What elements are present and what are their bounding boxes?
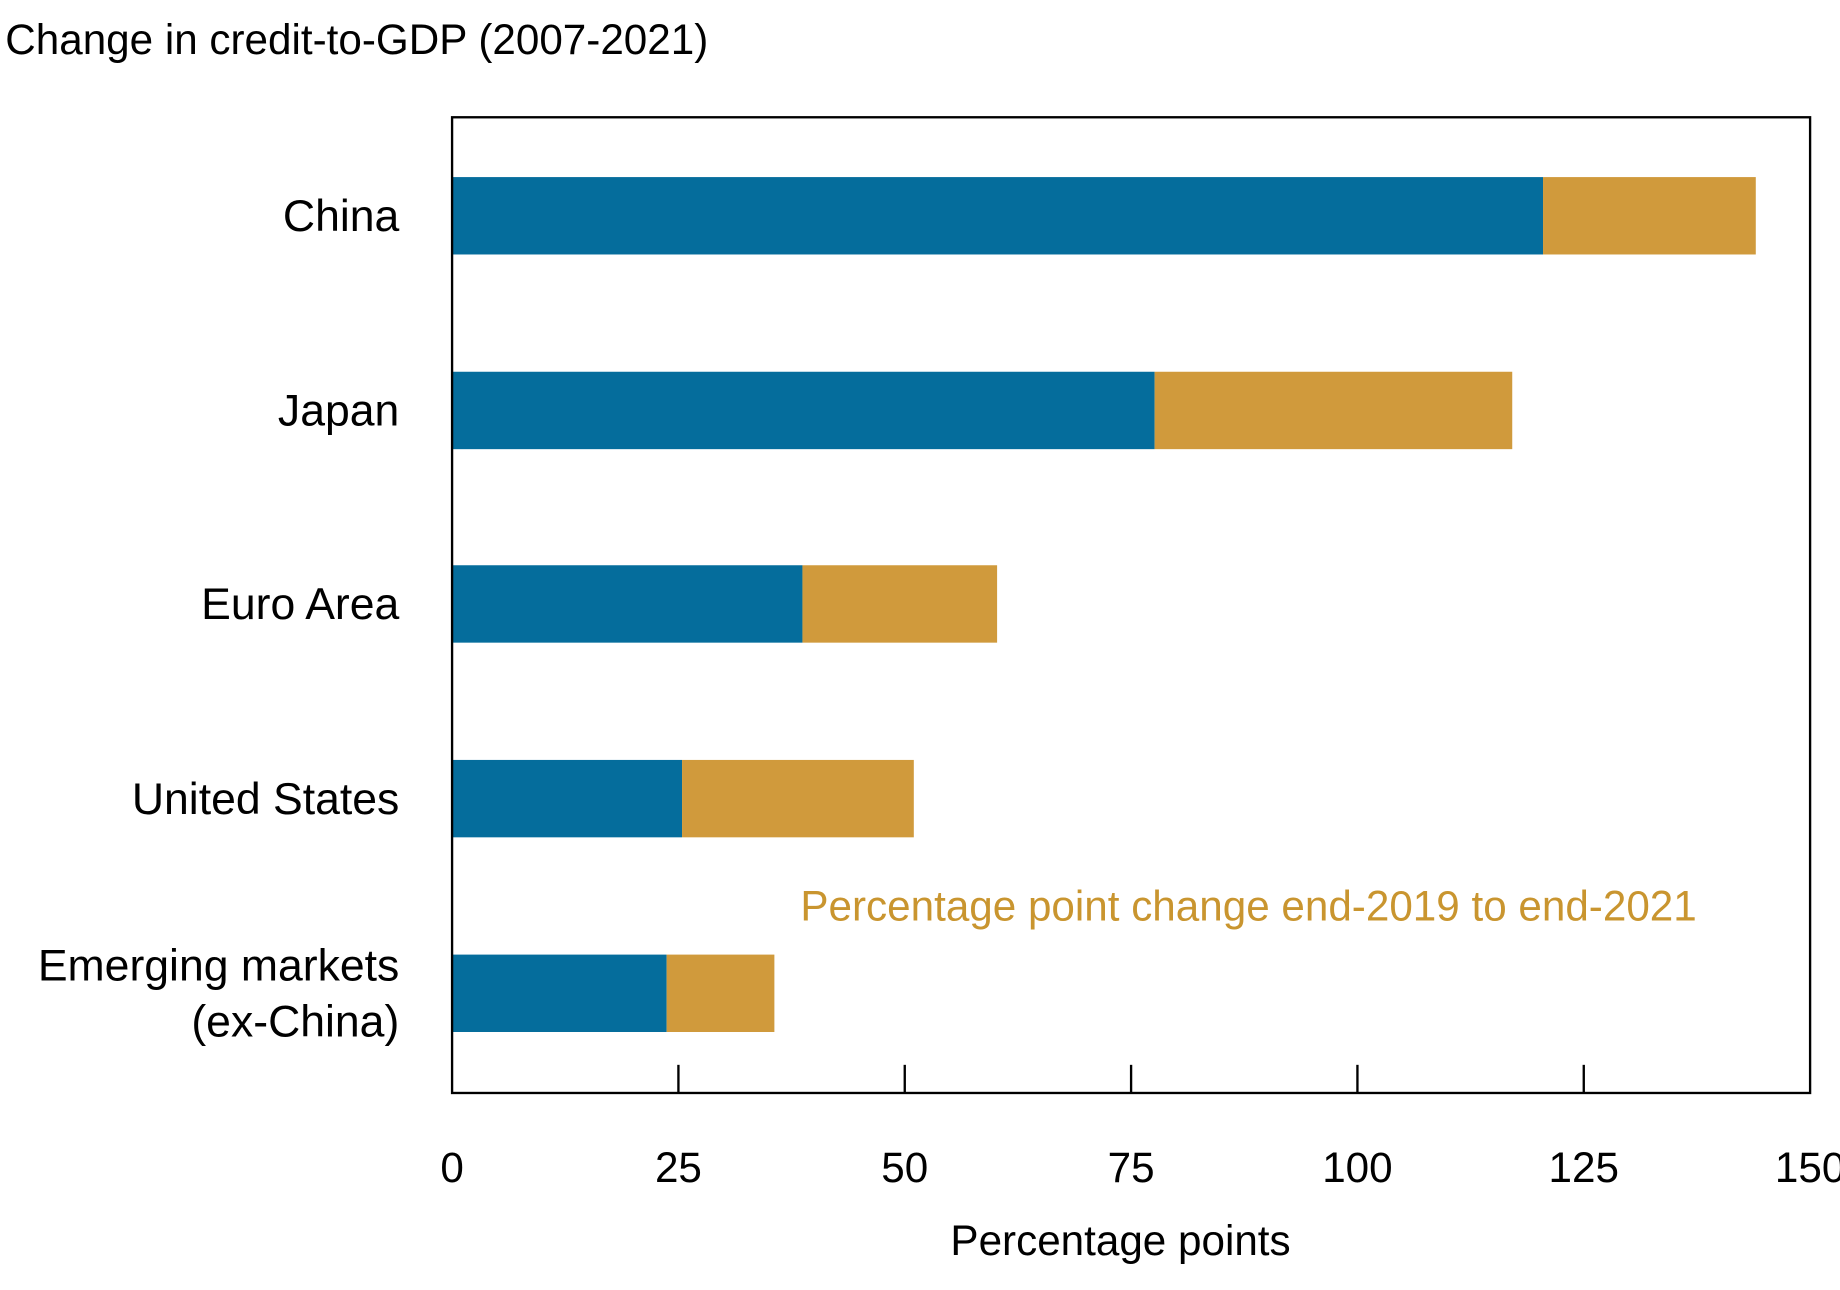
x-axis-label: Percentage points [950,1217,1290,1264]
chart-title: Change in credit-to-GDP (2007-2021) [5,16,708,63]
bar-base-3 [452,759,683,838]
category-label: (ex-China) [191,998,399,1047]
bars-group [452,177,1756,1032]
x-tick-label: 0 [440,1144,463,1191]
category-label: China [283,192,400,241]
bar-base-4 [452,954,667,1032]
x-axis: 0 25 50 75 100 125 150 [440,1064,1840,1191]
bar-recent-1 [1154,371,1513,450]
bar-recent-0 [1543,177,1756,255]
bar-base-0 [452,177,1544,255]
category-label: Japan [278,387,399,436]
category-label: United States [132,775,399,824]
x-tick-label: 125 [1549,1144,1619,1191]
x-tick-label: 50 [881,1144,928,1191]
bar-recent-2 [802,565,998,643]
category-label: Euro Area [201,580,399,629]
bar-recent-3 [682,759,914,838]
category-label: Emerging markets [38,941,399,990]
x-tick-label: 100 [1322,1144,1392,1191]
bar-base-2 [452,565,803,643]
bar-recent-4 [666,954,775,1032]
annotation-label: Percentage point change end-2019 to end-… [800,883,1696,930]
x-tick-label: 150 [1775,1144,1840,1191]
x-tick-label: 25 [655,1144,702,1191]
y-axis: China Japan Euro Area United States Emerging… [38,192,400,1047]
bar-base-1 [452,371,1155,450]
x-tick-label: 75 [1108,1144,1155,1191]
